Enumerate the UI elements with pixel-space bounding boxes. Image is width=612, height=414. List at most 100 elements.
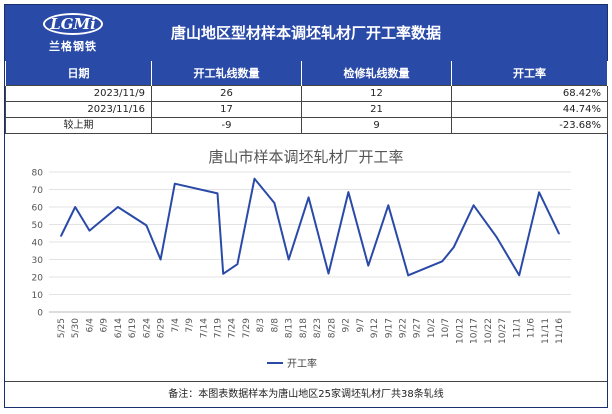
data-point	[88, 229, 91, 232]
x-tick-label: 11/1	[512, 318, 522, 338]
x-tick-label: 9/27	[413, 318, 423, 338]
col-header-maintenance-lines: 检修轧线数量	[301, 61, 452, 86]
data-point	[236, 263, 239, 266]
col-header-date: 日期	[5, 61, 152, 86]
y-tick-label: 10	[32, 291, 44, 301]
data-point	[222, 273, 225, 275]
x-tick-label: 11/11	[541, 318, 551, 344]
x-tick-label: 6/14	[114, 318, 124, 338]
x-tick-label: 8/13	[285, 318, 295, 338]
chart-legend: 开工率	[267, 357, 317, 370]
data-point	[495, 235, 498, 238]
x-tick-label: 10/2	[427, 318, 437, 338]
stats-table: 日期 开工轧线数量 检修轧线数量 开工率 2023/11/9 26 12 68.…	[5, 61, 608, 134]
x-tick-label: 7/29	[242, 318, 252, 338]
y-tick-label: 50	[32, 221, 44, 231]
x-tick-label: 6/4	[85, 318, 95, 333]
data-point	[307, 196, 310, 199]
cell-date: 2023/11/9	[5, 85, 152, 102]
cell-maintenance-lines: 21	[301, 101, 452, 118]
table-row: 2023/11/9 26 12 68.42%	[5, 85, 608, 102]
x-tick-label: 5/25	[57, 318, 67, 338]
logo-mark: LGMi	[43, 13, 103, 35]
table-row: 2023/11/16 17 21 44.74%	[5, 101, 608, 118]
y-tick-label: 40	[32, 239, 44, 249]
y-tick-label: 60	[32, 204, 44, 214]
x-tick-label: 8/23	[313, 318, 323, 338]
x-tick-label: 10/27	[498, 318, 508, 344]
x-tick-label: 9/2	[342, 318, 352, 332]
x-tick-label: 6/24	[142, 318, 152, 338]
cell-maintenance-lines: 9	[301, 117, 452, 134]
y-tick-label: 70	[32, 186, 44, 196]
report-header: LGMi 兰格钢铁 唐山地区型材样本调坯轧材厂开工率数据	[5, 5, 607, 61]
logo-brand-text: 兰格钢铁	[49, 40, 97, 53]
y-tick-label: 20	[32, 274, 44, 284]
table-row: 较上期 -9 9 -23.68%	[5, 117, 608, 134]
x-tick-label: 10/12	[455, 318, 465, 344]
cell-running-lines: 26	[151, 85, 302, 102]
x-tick-label: 6/9	[100, 318, 110, 333]
x-tick-label: 7/9	[185, 318, 195, 333]
cell-date: 较上期	[5, 117, 152, 134]
data-point	[367, 264, 370, 267]
data-point	[558, 232, 560, 235]
report-title: 唐山地区型材样本调坯轧材厂开工率数据	[170, 24, 441, 42]
x-tick-label: 7/4	[171, 318, 181, 333]
cell-date: 2023/11/16	[5, 101, 152, 118]
data-point	[74, 206, 77, 208]
report-panel: LGMi 兰格钢铁 唐山地区型材样本调坯轧材厂开工率数据 日期 开工轧线数量 检…	[4, 4, 608, 408]
x-tick-label: 8/8	[270, 318, 280, 333]
data-point	[60, 235, 62, 237]
line-chart: 唐山市样本调坯轧材厂开工率 0 10 20 30 40 50 60 70 80 5/25 5/30…	[32, 148, 571, 370]
x-tick-label: 6/19	[128, 318, 138, 338]
x-tick-label: 10/17	[470, 318, 480, 344]
data-point	[327, 272, 330, 275]
data-point	[145, 224, 148, 227]
x-tick-label: 6/29	[157, 318, 167, 338]
x-tick-label: 5/30	[71, 318, 81, 338]
footnote: 备注：本图表数据样本为唐山地区25家调坯轧材厂共38条轧线	[5, 381, 607, 408]
x-tick-label: 11/16	[555, 318, 565, 344]
x-tick-label: 8/3	[256, 318, 266, 332]
data-point	[216, 192, 219, 195]
x-tick-label: 10/22	[484, 318, 494, 344]
x-tick-label: 9/22	[398, 318, 408, 338]
chart-series	[60, 177, 560, 277]
col-header-operating-rate: 开工率	[451, 61, 608, 86]
x-tick-label: 11/6	[527, 318, 537, 338]
x-tick-label: 9/7	[356, 318, 366, 332]
x-tick-label: 10/7	[441, 318, 451, 338]
x-tick-label: 7/19	[214, 318, 224, 338]
x-tick-label: 8/28	[327, 318, 337, 338]
chart-area: 唐山市样本调坯轧材厂开工率 0 10 20 30 40 50 60 70 80 5/25 5/30…	[5, 133, 607, 380]
col-header-running-lines: 开工轧线数量	[151, 61, 302, 86]
data-point	[407, 274, 409, 277]
data-point	[159, 258, 162, 261]
data-point	[253, 177, 256, 180]
y-tick-label: 0	[37, 309, 43, 319]
legend-label: 开工率	[287, 357, 317, 370]
data-point	[347, 191, 350, 193]
brand-logo: LGMi 兰格钢铁	[33, 11, 113, 55]
cell-operating-rate: 44.74%	[451, 101, 608, 118]
data-point	[273, 202, 276, 204]
data-point	[538, 191, 540, 194]
data-point	[387, 204, 390, 207]
cell-running-lines: 17	[151, 101, 302, 118]
data-point	[472, 204, 475, 207]
y-tick-label: 30	[32, 256, 44, 266]
x-tick-label: 9/17	[384, 318, 394, 338]
cell-operating-rate: 68.42%	[451, 85, 608, 102]
cell-maintenance-lines: 12	[301, 85, 452, 102]
x-tick-label: 8/18	[299, 318, 309, 338]
y-axis-ticks: 0 10 20 30 40 50 60 70 80	[32, 169, 44, 319]
y-tick-label: 80	[32, 169, 44, 179]
cell-operating-rate: -23.68%	[451, 117, 608, 134]
chart-grid	[49, 171, 571, 313]
data-point	[287, 258, 290, 261]
chart-title: 唐山市样本调坯轧材厂开工率	[208, 148, 403, 166]
data-point	[518, 274, 520, 277]
x-tick-label: 7/14	[199, 318, 209, 338]
x-axis-ticks: 5/25 5/30 6/4 6/9 6/14 6/19 6/24 6/29 7/4 7/9 7/14…	[57, 318, 565, 344]
